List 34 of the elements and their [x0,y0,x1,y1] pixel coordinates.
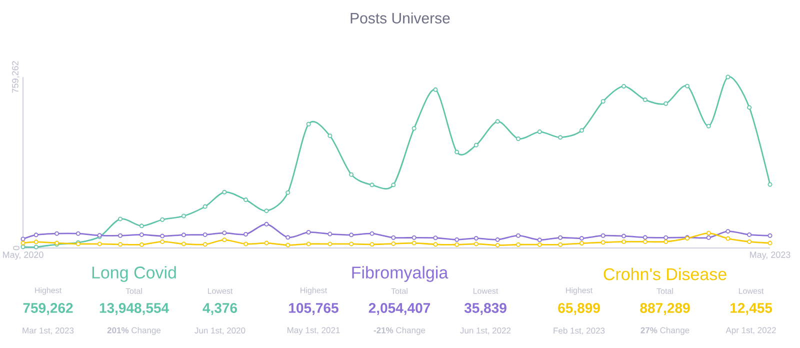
text: 887,289 [640,303,690,315]
text: Highest [300,287,328,295]
text: Highest [566,287,593,295]
chart-title: Posts Universe [350,12,450,24]
text: 201% Change [107,327,161,335]
y-tick-label: 0 [13,246,20,250]
text: Jun 1st, 2020 [194,327,246,335]
x-tick-label: May, 2023 [750,252,790,260]
text: 35,839 [464,303,506,315]
text: Mar 1st, 2023 [22,327,74,335]
text: Total [391,288,408,294]
text: Lowest [473,288,498,294]
text: Jun 1st, 2022 [460,327,511,335]
text: Total [656,288,673,294]
text: 105,765 [289,303,338,315]
text: Feb 1st, 2023 [554,327,605,335]
series-label: Fibromyalgia [352,266,448,282]
text: 12,455 [730,303,772,315]
text: 65,899 [558,303,600,315]
text: Highest [35,287,62,295]
text: 13,948,554 [100,303,169,315]
text: Lowest [738,288,764,294]
text: 2,054,407 [368,303,430,315]
text: 759,262 [23,303,73,315]
text: -21% Change [374,327,426,335]
series-label: Crohn's Disease [604,268,726,280]
text: 4,376 [202,303,238,315]
series-label: Long Covid [92,266,176,282]
text: Total [126,288,142,294]
text: Lowest [208,288,233,294]
text: May 1st, 2021 [288,327,340,335]
x-tick-label: May, 2020 [3,252,44,260]
text: Apr 1st, 2022 [726,327,776,335]
text: 27% Change [640,327,690,335]
